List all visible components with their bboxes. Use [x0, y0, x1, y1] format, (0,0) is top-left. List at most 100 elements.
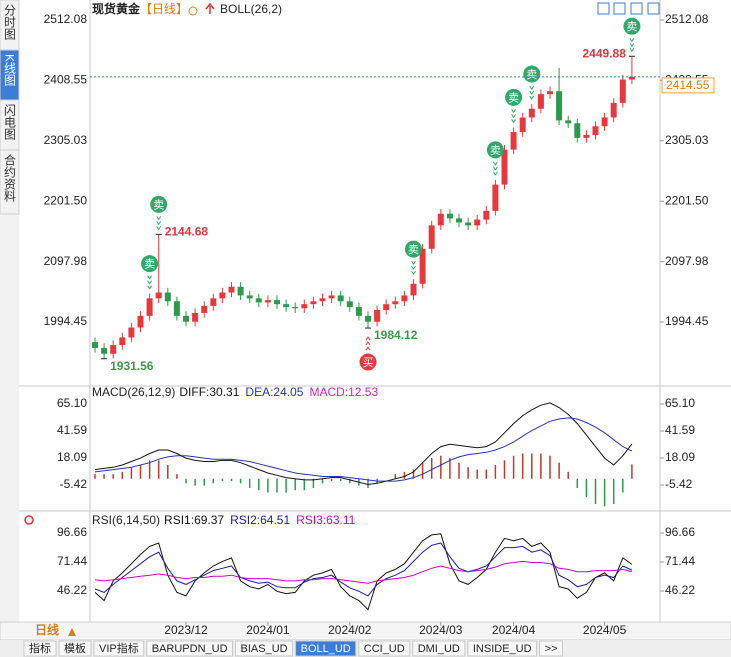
- signal-label: 卖: [490, 144, 501, 157]
- footer-tab-bg[interactable]: [358, 640, 411, 657]
- signal-arrow: [511, 119, 517, 124]
- y-tick-label-left: 2512.08: [44, 12, 88, 26]
- period[interactable]: 【日线】: [140, 2, 188, 16]
- footer-tab[interactable]: >>: [539, 640, 563, 657]
- legend-name: RSI2:: [230, 513, 260, 527]
- candle-body: [565, 120, 572, 124]
- x-tick-label: 2024/02: [328, 623, 372, 637]
- signal-arrow: [529, 90, 535, 95]
- footer-tab-label[interactable]: 指标: [29, 641, 51, 655]
- settings-icon[interactable]: [24, 515, 34, 525]
- signal-badge[interactable]: [623, 17, 641, 35]
- footer-tab-bg[interactable]: [295, 640, 357, 657]
- signal-badge[interactable]: [141, 255, 159, 273]
- footer-tab-bg[interactable]: [467, 640, 538, 657]
- zoom-icon[interactable]: [188, 6, 198, 16]
- icon[interactable]: [613, 2, 626, 15]
- y-tick-label-left: 2097.98: [44, 254, 88, 268]
- y-tick-label-left: 96.66: [57, 525, 87, 539]
- legend-value: 12.53: [348, 385, 378, 399]
- candle-body: [192, 312, 199, 322]
- candle-body: [501, 149, 508, 185]
- y-tick-label-right: 1994.45: [665, 314, 709, 328]
- footer-tab-label[interactable]: 模板: [64, 641, 86, 655]
- footer-tab-label[interactable]: BIAS_UD: [241, 643, 288, 655]
- signal-badge[interactable]: [359, 353, 377, 371]
- signal-arrow: [511, 114, 517, 119]
- signal-label: 卖: [526, 68, 537, 81]
- footer-tab-label[interactable]: DMI_UD: [418, 643, 460, 655]
- toolbar-icons[interactable]: [597, 2, 660, 15]
- candle-body: [437, 213, 444, 226]
- sidebar-tab-label[interactable]: K线图: [3, 54, 17, 86]
- signal-badge[interactable]: [523, 65, 541, 83]
- footer-tab-label[interactable]: BARUPDN_UD: [152, 643, 228, 655]
- signal-arrow: [365, 341, 371, 346]
- footer-tab-bg[interactable]: [23, 640, 57, 657]
- footer-tab[interactable]: BIAS_UD: [235, 640, 294, 657]
- footer-tab-bg[interactable]: [235, 640, 294, 657]
- signal-badge[interactable]: [405, 240, 422, 258]
- arrow-icon[interactable]: [205, 2, 215, 14]
- footer-period[interactable]: 日线: [35, 622, 59, 637]
- candle-body: [556, 91, 563, 121]
- footer-tab[interactable]: INSIDE_UD: [467, 640, 538, 657]
- legend-name: MACD:: [309, 385, 348, 399]
- footer-tab[interactable]: VIP指标: [93, 640, 145, 657]
- icon[interactable]: [630, 2, 643, 15]
- signal-arrow: [529, 85, 535, 90]
- candle-body: [219, 292, 226, 299]
- footer-tab[interactable]: DMI_UD: [412, 640, 466, 657]
- period-arrow[interactable]: [68, 628, 76, 636]
- signal-badge[interactable]: [150, 195, 168, 213]
- footer-tab-bg[interactable]: [539, 640, 563, 657]
- candle-body: [410, 283, 417, 296]
- sidebar-tab-label[interactable]: 合约资料: [3, 153, 17, 202]
- series-line: [94, 417, 633, 482]
- footer-tab-bg[interactable]: [93, 640, 145, 657]
- signal-badge[interactable]: [505, 88, 523, 106]
- candle-body: [310, 301, 317, 305]
- candle-body: [474, 219, 481, 226]
- series-line: [94, 533, 633, 611]
- signal-badge[interactable]: [486, 141, 504, 159]
- sidebar-tab-label[interactable]: 分时图: [3, 4, 17, 40]
- y-tick-label-left: 1994.45: [44, 314, 88, 328]
- footer-tab-label[interactable]: >>: [545, 643, 558, 655]
- y-tick-label-left: 2305.03: [44, 133, 88, 147]
- signal-arrow: [629, 38, 635, 43]
- y-tick-label-right: 46.22: [665, 583, 695, 597]
- icon[interactable]: [597, 2, 610, 15]
- candle-body: [483, 210, 490, 220]
- legend-name: DIFF:: [179, 385, 209, 399]
- series-line: [94, 542, 633, 597]
- candle-body: [519, 117, 526, 133]
- footer-tab[interactable]: BARUPDN_UD: [146, 640, 234, 657]
- signal-arrow: [629, 48, 635, 53]
- footer-tab-label[interactable]: CCI_UD: [364, 643, 405, 655]
- footer-tab-label[interactable]: VIP指标: [99, 641, 139, 655]
- y-tick-label-right: 2201.50: [665, 193, 709, 207]
- footer-tab-label[interactable]: BOLL_UD: [301, 643, 351, 655]
- y-tick-label-right: 2512.08: [665, 12, 709, 26]
- signal-arrow: [492, 166, 498, 171]
- footer-tab[interactable]: 模板: [58, 640, 92, 657]
- candle-body: [601, 117, 608, 127]
- sidebar-tab-label[interactable]: 闪电图: [3, 104, 17, 140]
- footer-tab-bg[interactable]: [58, 640, 92, 657]
- signal-label: 卖: [144, 258, 155, 271]
- footer-tab[interactable]: BOLL_UD: [295, 640, 357, 657]
- y-tick-label-left: 41.59: [57, 423, 87, 437]
- legend-name: DEA:: [245, 385, 273, 399]
- footer-tab[interactable]: 指标: [23, 640, 57, 657]
- candle-body: [419, 248, 426, 284]
- footer-tab-bg[interactable]: [412, 640, 466, 657]
- sidebar-tab[interactable]: [0, 149, 20, 215]
- footer-tab[interactable]: CCI_UD: [358, 640, 411, 657]
- footer-tab-bg[interactable]: [146, 640, 234, 657]
- y-tick-label-right: -5.42: [665, 477, 693, 491]
- icon[interactable]: [647, 2, 660, 15]
- candle-body: [337, 295, 344, 302]
- candle-body: [228, 286, 235, 293]
- footer-tab-label[interactable]: INSIDE_UD: [473, 643, 532, 655]
